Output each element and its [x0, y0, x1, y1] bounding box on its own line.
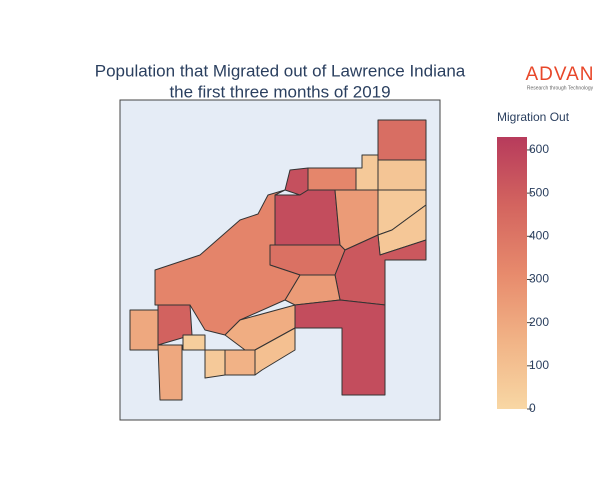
region	[154, 189, 301, 336]
colorbar-tick-label: 600	[529, 142, 549, 156]
title-line: Population that Migrated out of Lawrence…	[95, 61, 466, 80]
colorbar-tick-label: 500	[529, 185, 549, 199]
colorbar	[497, 137, 527, 409]
region	[254, 327, 296, 376]
region	[157, 344, 183, 401]
region	[224, 349, 256, 376]
region	[307, 167, 357, 191]
region	[129, 309, 159, 351]
region	[182, 334, 206, 351]
colorbar-tick-label: 200	[529, 315, 549, 329]
colorbar-tick-label: 400	[529, 228, 549, 242]
colorbar-title: Migration Out	[497, 110, 570, 124]
region	[274, 189, 341, 246]
colorbar-tick-label: 300	[529, 272, 549, 286]
colorbar-tick-label: 0	[529, 401, 536, 415]
colorbar-ticks: 0 100 200 300 400 500 600	[527, 142, 549, 415]
region	[377, 159, 427, 191]
region	[204, 349, 226, 379]
region	[294, 299, 386, 396]
logo-tagline: Research through Technology	[527, 85, 594, 91]
title-line: the first three months of 2019	[169, 82, 390, 101]
region	[377, 119, 427, 161]
regions	[129, 119, 427, 401]
logo-name: ADVAN	[525, 64, 594, 85]
colorbar-tick-label: 100	[529, 358, 549, 372]
